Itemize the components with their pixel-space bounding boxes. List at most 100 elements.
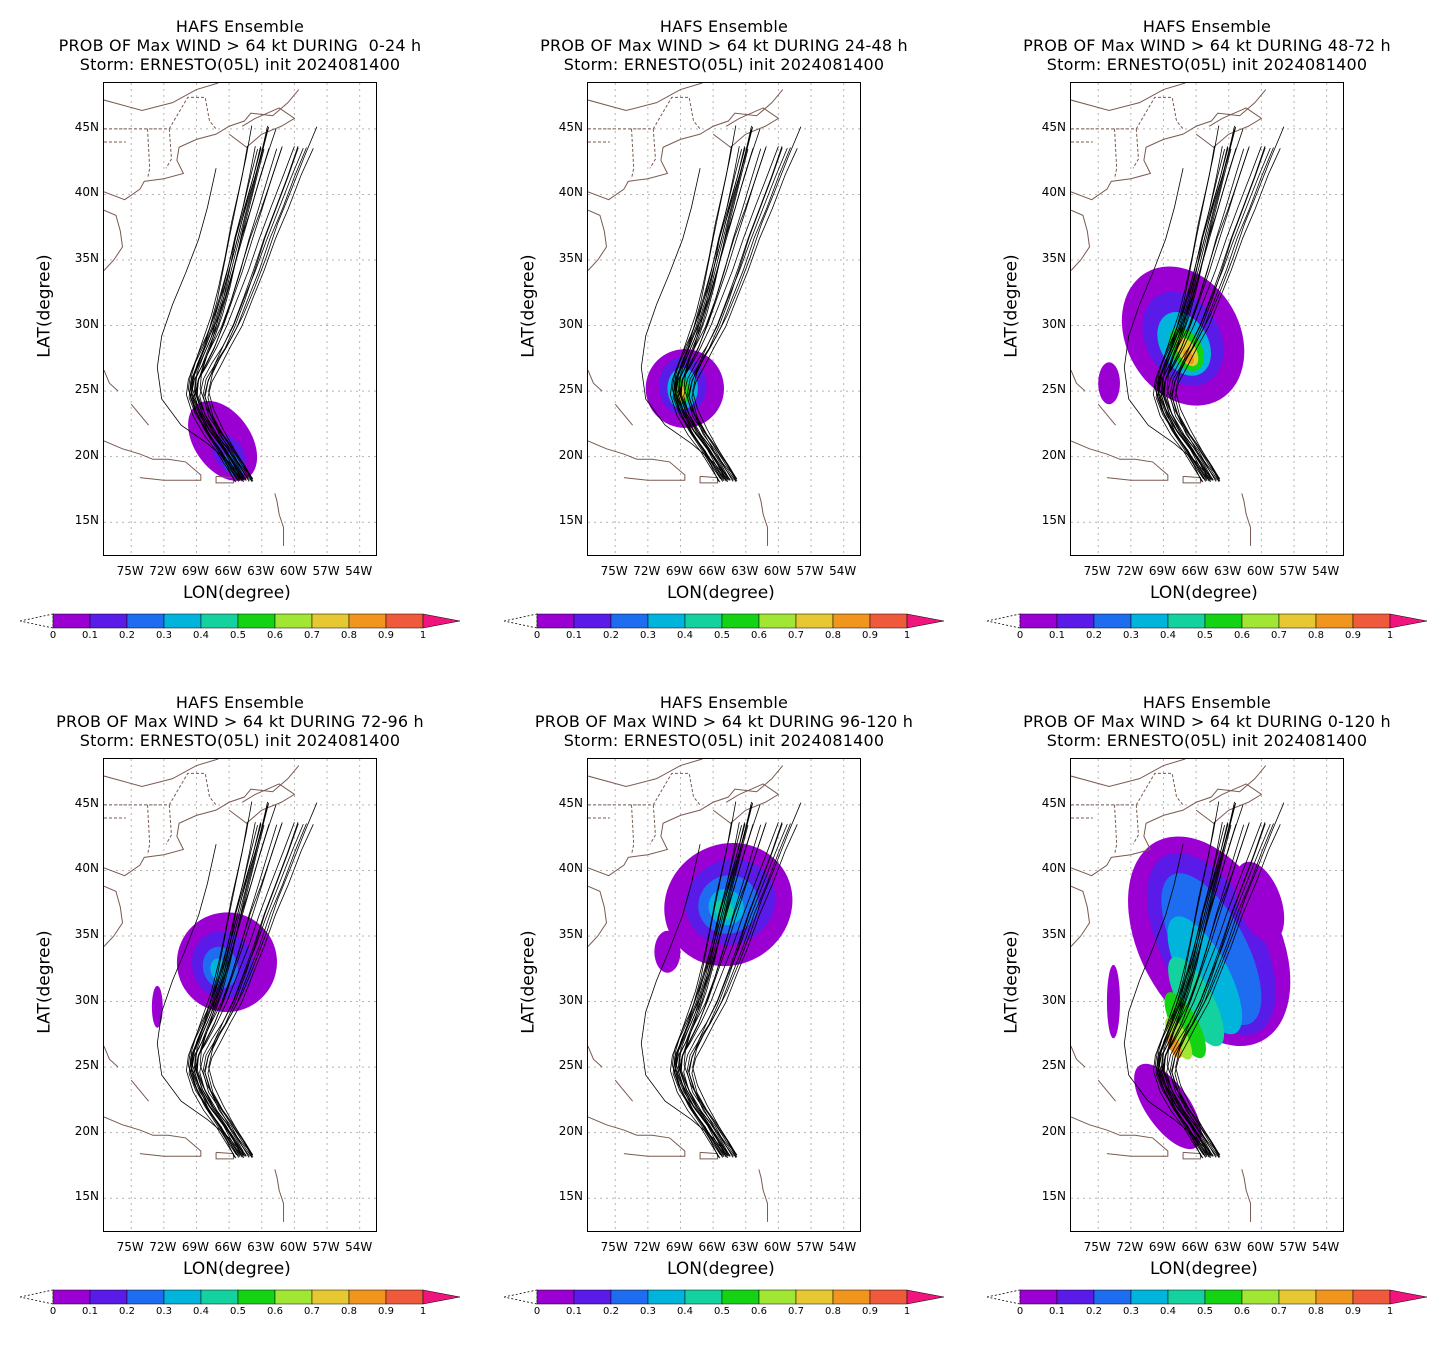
panel-title: HAFS Ensemble (175, 17, 305, 36)
colorbar-under-arrow (20, 1289, 54, 1305)
ensemble-track (1152, 147, 1229, 483)
map-frame (587, 758, 861, 1232)
lat-tick-label: 25N (74, 1058, 99, 1073)
ensemble-track (1161, 804, 1236, 1157)
colorbar (20, 613, 461, 629)
lon-tick-label: 60W (279, 564, 307, 578)
ensemble-track (191, 128, 277, 482)
colorbar-segment (684, 613, 723, 629)
coastline (104, 765, 300, 877)
coastline (1071, 369, 1086, 392)
ensemble-track (1157, 148, 1249, 480)
colorbar-tick-label: 1 (903, 1306, 911, 1317)
colorbar-tick-label: 0.1 (82, 630, 98, 641)
colorbar-segment (89, 1289, 128, 1305)
map-canvas (588, 759, 860, 1231)
lat-tick-label: 15N (1041, 1189, 1066, 1204)
lon-tick-label: 72W (149, 564, 177, 578)
colorbar-segment (610, 1289, 649, 1305)
x-axis-label: LON(degree) (183, 1259, 291, 1279)
lat-tick-label: 25N (558, 1058, 583, 1073)
border-line (147, 804, 151, 855)
colorbar-segment (610, 613, 649, 629)
coastline (104, 1045, 119, 1068)
ensemble-track (1123, 844, 1212, 1157)
y-axis-label: LAT(degree) (34, 254, 55, 358)
coastline (614, 403, 633, 426)
ensemble-track (674, 148, 766, 480)
colorbar-tick-label: 0.8 (1308, 1306, 1324, 1317)
colorbar-segment (758, 613, 797, 629)
colorbar-segment (1093, 613, 1132, 629)
lon-tick-label: 72W (633, 1240, 661, 1254)
colorbar-tick-label: 0 (533, 1306, 541, 1317)
colorbar-tick-label: 0.9 (378, 1306, 394, 1317)
colorbar-tick-label: 0.3 (1123, 630, 1139, 641)
colorbar-segment (1019, 1289, 1058, 1305)
colorbar-segment (1315, 613, 1354, 629)
ensemble-track (679, 822, 767, 1156)
ensemble-track (195, 146, 283, 480)
map-panel-96-120: HAFS Ensemble PROB OF Max WIND > 64 kt DU… (484, 676, 964, 1352)
panel-storm-info: Storm: ERNESTO(05L) init 2024081400 (563, 55, 885, 74)
ensemble-track (1154, 126, 1237, 482)
y-axis-label: LAT(degree) (34, 930, 55, 1034)
colorbar-segment (348, 1289, 387, 1305)
colorbar-tick-label: 0.3 (156, 630, 172, 641)
colorbar-tick-label: 0.4 (1160, 630, 1176, 641)
map-canvas (1071, 759, 1343, 1231)
lon-tick-label: 69W (181, 1240, 210, 1254)
colorbar-segment (1352, 1289, 1391, 1305)
panel-title: HAFS Ensemble (1142, 693, 1272, 712)
colorbar-tick-label: 0.9 (1345, 1306, 1361, 1317)
colorbar-tick-label: 0.1 (1049, 630, 1065, 641)
colorbar-tick-label: 0.2 (1086, 1306, 1102, 1317)
ensemble-track (683, 125, 752, 481)
ensemble-track (691, 148, 798, 480)
colorbar-segment (385, 613, 424, 629)
coastline (104, 369, 119, 392)
ensemble-track (1166, 801, 1235, 1157)
border-line (104, 772, 217, 806)
panel-subtitle: PROB OF Max WIND > 64 kt DURING 0-120 h (1023, 712, 1391, 731)
colorbar-tick-label: 1 (419, 1306, 427, 1317)
colorbar-tick-label: 0.2 (119, 630, 135, 641)
border-line (1114, 128, 1118, 179)
ensemble-track (669, 147, 746, 483)
panel-subtitle: PROB OF Max WIND > 64 kt DURING 48-72 h (1023, 36, 1391, 55)
ensemble-track (1174, 824, 1281, 1156)
lat-tick-label: 25N (558, 382, 583, 397)
lon-tick-label: 69W (1148, 1240, 1177, 1254)
ensemble-track (1162, 824, 1245, 1156)
lon-tick-label: 54W (1312, 1240, 1340, 1254)
colorbar-segment (647, 613, 686, 629)
coastline (104, 209, 124, 271)
ensemble-track (194, 822, 295, 1158)
colorbar-segment (163, 613, 202, 629)
colorbar-over-arrow (422, 613, 461, 629)
lat-tick-label: 40N (1041, 185, 1066, 200)
coastline (130, 1079, 149, 1102)
colorbar-tick-label: 0 (49, 1306, 57, 1317)
coastline (699, 475, 718, 484)
colorbar-segment (1315, 1289, 1354, 1305)
probability-area (151, 985, 163, 1028)
ensemble-track (1152, 823, 1229, 1159)
ensemble-track (675, 821, 732, 1157)
lon-tick-label: 72W (149, 1240, 177, 1254)
colorbar-segment (52, 1289, 91, 1305)
panel-storm-info: Storm: ERNESTO(05L) init 2024081400 (563, 731, 885, 750)
colorbar-segment (721, 613, 760, 629)
ensemble-track (1154, 802, 1237, 1158)
lon-tick-label: 72W (633, 564, 661, 578)
probability-area (1168, 956, 1225, 1047)
lat-tick-label: 35N (558, 251, 583, 265)
map-panel-0-120: HAFS Ensemble PROB OF Max WIND > 64 kt DU… (967, 676, 1447, 1352)
lat-tick-label: 25N (1041, 1058, 1066, 1073)
lon-tick-label: 63W (1214, 564, 1242, 578)
lon-tick-label: 63W (731, 564, 759, 578)
map-frame (1070, 758, 1344, 1232)
colorbar-tick-label: 0.3 (156, 1306, 172, 1317)
colorbar-tick-label: 0.9 (862, 1306, 878, 1317)
lon-tick-label: 63W (247, 564, 275, 578)
